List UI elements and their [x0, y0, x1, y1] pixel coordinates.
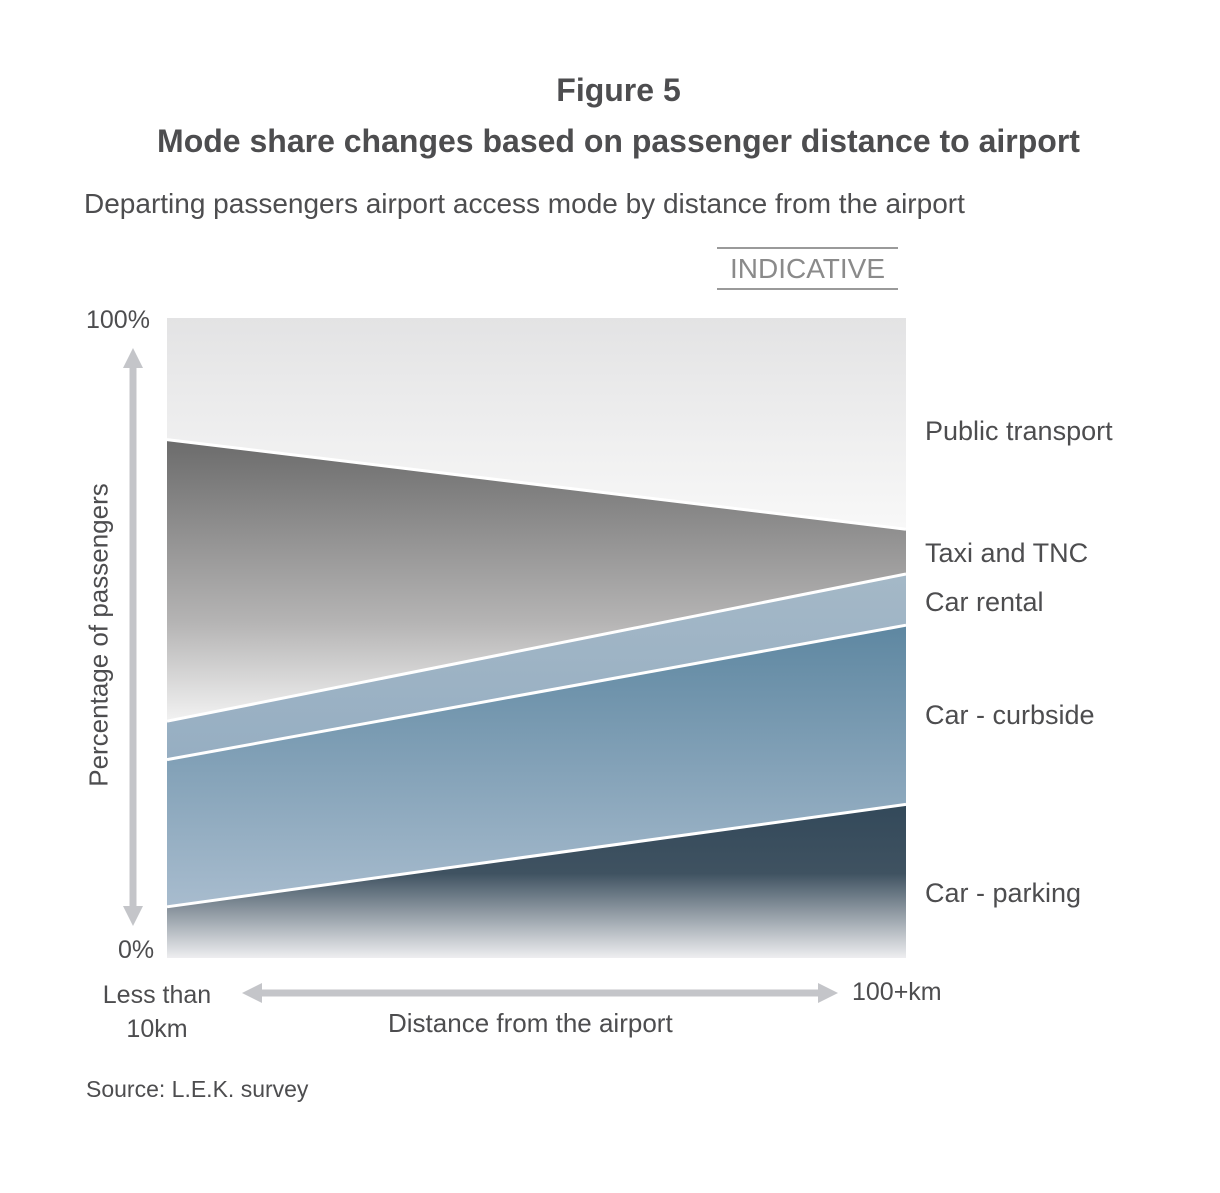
y-axis-arrowhead-down — [123, 906, 143, 926]
series-label-car-rental: Car rental — [925, 587, 1044, 617]
x-axis-arrowhead-left — [242, 983, 262, 1003]
x-tick-label: Less than 10km — [102, 981, 212, 1043]
series-label-car-curbside: Car - curbside — [925, 700, 1095, 730]
band-public-transport — [167, 318, 906, 530]
source-note: Source: L.E.K. survey — [86, 1076, 309, 1102]
x-axis-arrowhead-right — [818, 983, 838, 1003]
figure-label: Figure 5 — [556, 72, 681, 108]
series-label-taxi-tnc: Taxi and TNC — [925, 538, 1089, 568]
chart-subtitle: Departing passengers airport access mode… — [84, 188, 965, 219]
band-separator — [166, 438, 907, 531]
axis-arrows — [123, 348, 838, 1003]
x-tick-label: 100+km — [852, 978, 942, 1006]
y-axis-label: Percentage of passengers — [83, 483, 114, 787]
chart-title: Mode share changes based on passenger di… — [157, 123, 1080, 159]
indicative-badge: INDICATIVE — [717, 247, 898, 290]
series-label-car-parking: Car - parking — [925, 878, 1082, 908]
band-separator — [166, 572, 907, 723]
band-separator — [166, 802, 907, 909]
y-tick-label: 100% — [86, 306, 150, 334]
y-tick-label: 0% — [118, 936, 155, 964]
band-car-curbside — [167, 625, 906, 907]
band-car-rental — [167, 574, 906, 760]
band-taxi-tnc — [167, 439, 906, 722]
x-axis-label: Distance from the airport — [388, 1008, 673, 1038]
band-separator — [166, 623, 907, 762]
y-axis-arrowhead-up — [123, 348, 143, 368]
band-car-parking — [167, 804, 906, 958]
series-label-public-transport: Public transport — [925, 416, 1113, 446]
